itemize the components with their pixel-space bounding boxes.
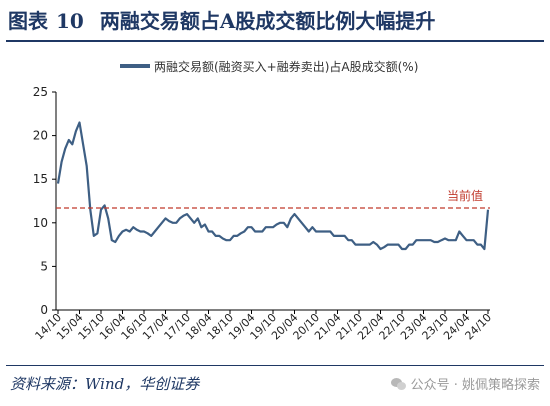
title-divider [6, 40, 544, 42]
line-chart: 两融交易额(融资买入+融券卖出)占A股成交额(%) 0 5 10 15 20 25 14/… [33, 59, 495, 343]
figure-label: 图表 [8, 9, 48, 33]
y-axis-ticks: 0 5 10 15 20 25 [33, 85, 56, 317]
reference-line-label: 当前值 [447, 188, 483, 203]
y-tick-label: 15 [33, 172, 48, 186]
series-line [56, 121, 490, 251]
figure-title: 图表 10 两融交易额占A股成交额比例大幅提升 [8, 4, 542, 38]
chart-legend: 两融交易额(融资买入+融券卖出)占A股成交额(%) [120, 59, 418, 74]
watermark-text: 公众号 · 姚佩策略探索 [410, 378, 540, 393]
y-tick-label: 10 [33, 216, 48, 230]
figure-number: 10 [56, 9, 84, 33]
source-note: 资料来源：Wind，华创证券 [10, 375, 200, 393]
watermark: 公众号 · 姚佩策略探索 [390, 374, 540, 393]
y-tick-label: 20 [33, 129, 48, 143]
y-tick-label: 0 [40, 303, 48, 317]
figure-title-text: 两融交易额占A股成交额比例大幅提升 [99, 9, 436, 33]
y-tick-label: 5 [40, 259, 48, 273]
legend-label: 两融交易额(融资买入+融券卖出)占A股成交额(%) [154, 59, 418, 74]
y-tick-label: 25 [33, 85, 48, 99]
wechat-icon [390, 377, 407, 391]
footer-divider [6, 365, 544, 366]
x-axis-ticks: 14/1015/0415/1016/0416/1017/0417/1018/04… [33, 310, 494, 343]
